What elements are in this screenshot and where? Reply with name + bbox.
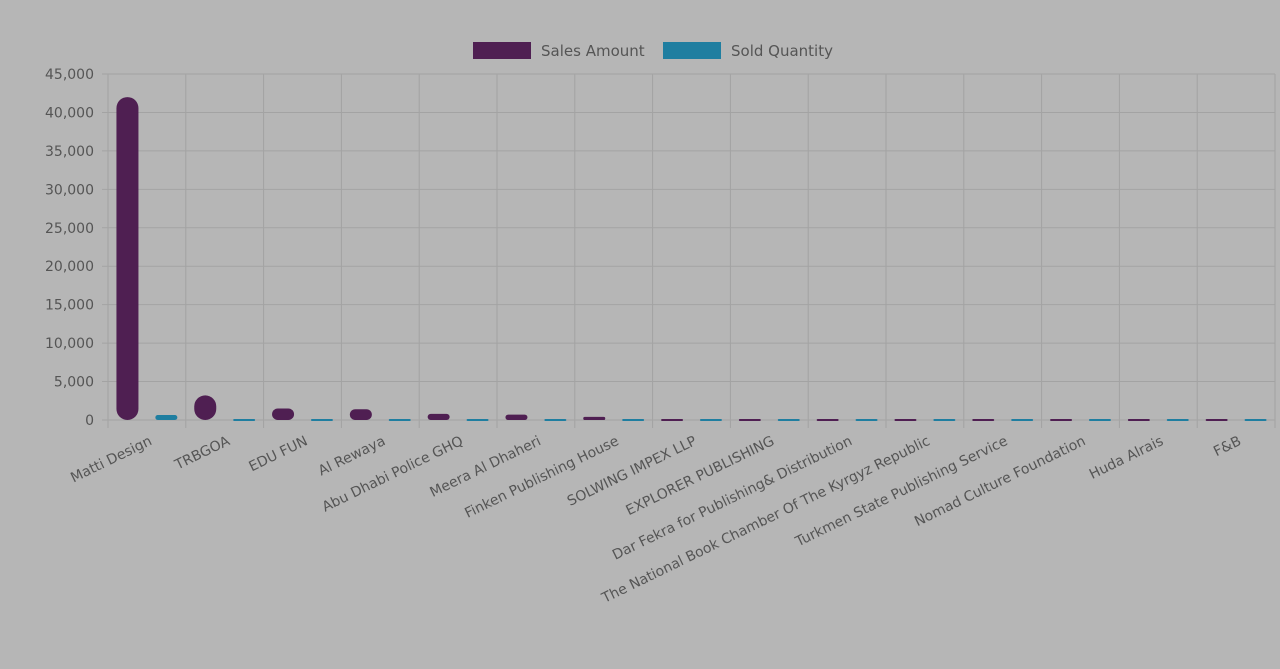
legend-label-sold-quantity[interactable]: Sold Quantity: [731, 42, 833, 60]
bar-sales-amount[interactable]: [1050, 419, 1073, 421]
bar-sales-amount[interactable]: [349, 409, 372, 420]
y-tick-label: 30,000: [45, 182, 94, 198]
legend-swatch-sales-amount[interactable]: [473, 42, 531, 59]
bar-sold-quantity[interactable]: [855, 419, 878, 421]
bars: [116, 97, 1267, 421]
bar-sold-quantity[interactable]: [155, 415, 178, 420]
y-tick-label: 45,000: [45, 67, 94, 83]
bar-sales-amount[interactable]: [816, 419, 839, 421]
y-tick-label: 10,000: [45, 336, 94, 352]
y-tick-label: 5,000: [54, 375, 94, 391]
legend-swatch-sold-quantity[interactable]: [663, 42, 721, 59]
x-tick-label: Huda Alrais: [1087, 433, 1166, 483]
bar-sales-amount[interactable]: [116, 97, 139, 421]
x-tick-label: Matti Design: [68, 433, 154, 486]
legend[interactable]: Sales Amount Sold Quantity: [473, 42, 833, 60]
bar-sold-quantity[interactable]: [1244, 419, 1267, 421]
y-axis: 0 5,000 10,000 15,000 20,000 25,000 30,000 35,0…: [45, 67, 94, 429]
legend-label-sales-amount[interactable]: Sales Amount: [541, 42, 645, 60]
bar-sales-amount[interactable]: [661, 419, 684, 421]
bar-sold-quantity[interactable]: [622, 419, 645, 421]
y-tick-label: 25,000: [45, 221, 94, 237]
bar-sold-quantity[interactable]: [1166, 419, 1189, 421]
bar-sold-quantity[interactable]: [544, 419, 567, 421]
bar-sold-quantity[interactable]: [310, 419, 333, 421]
bar-sold-quantity[interactable]: [933, 419, 956, 421]
y-tick-label: 20,000: [45, 259, 94, 275]
grid: [102, 73, 1276, 428]
x-tick-label: F&B: [1211, 433, 1244, 460]
x-tick-label: EDU FUN: [247, 433, 311, 475]
x-tick-label: TRBGOA: [172, 433, 233, 474]
bar-sold-quantity[interactable]: [466, 419, 489, 421]
bar-sold-quantity[interactable]: [777, 419, 800, 421]
bar-sales-amount[interactable]: [505, 414, 528, 420]
bar-sold-quantity[interactable]: [699, 419, 722, 421]
bar-sales-amount[interactable]: [194, 395, 217, 420]
bar-sold-quantity[interactable]: [1011, 419, 1034, 421]
bar-sales-amount[interactable]: [583, 416, 606, 420]
x-tick-label: Abu Dhabi Police GHQ: [320, 433, 466, 515]
x-tick-label: SOLWING IMPEX LLP: [565, 433, 699, 510]
bar-sales-amount[interactable]: [972, 419, 995, 421]
y-tick-label: 35,000: [45, 144, 94, 160]
bar-sales-amount[interactable]: [894, 419, 917, 421]
y-tick-label: 40,000: [45, 105, 94, 121]
bar-sales-amount[interactable]: [738, 419, 761, 421]
y-tick-label: 0: [85, 413, 94, 429]
bar-sales-amount[interactable]: [1127, 419, 1150, 421]
bar-sold-quantity[interactable]: [1088, 419, 1111, 421]
bar-sold-quantity[interactable]: [388, 419, 411, 421]
bar-sales-amount[interactable]: [272, 408, 295, 420]
y-tick-label: 15,000: [45, 298, 94, 314]
bar-sales-amount[interactable]: [427, 413, 450, 420]
bar-sales-amount[interactable]: [1205, 419, 1228, 421]
bar-sold-quantity[interactable]: [233, 419, 256, 421]
